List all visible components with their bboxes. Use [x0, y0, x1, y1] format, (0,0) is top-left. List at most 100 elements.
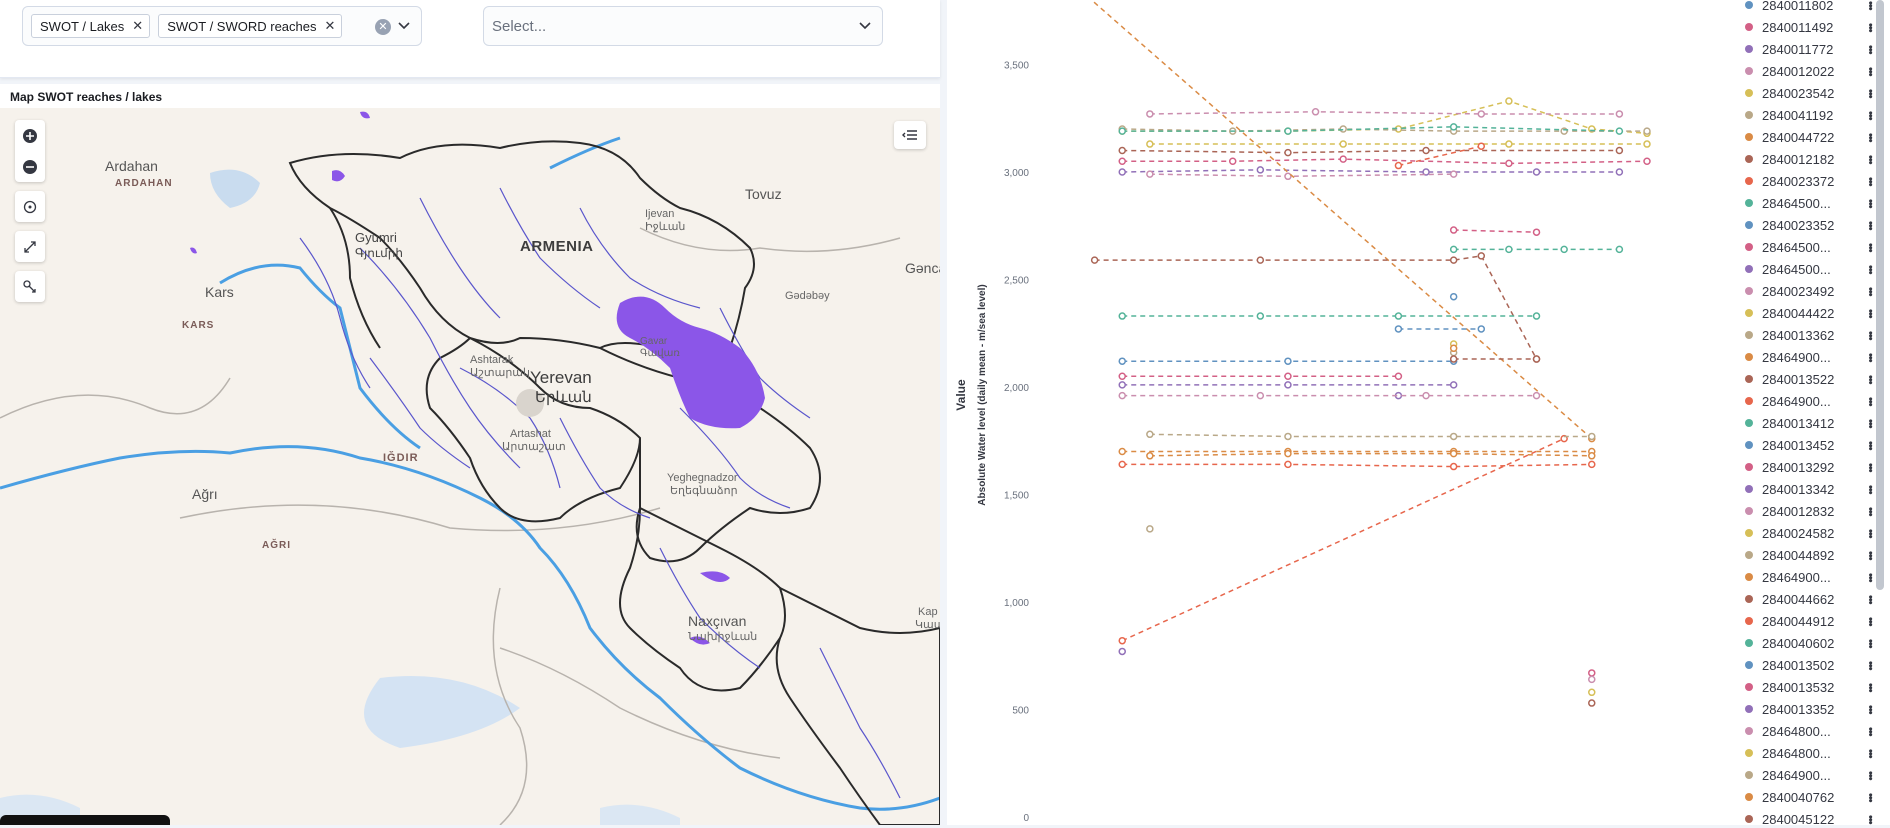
- legend-options-icon[interactable]: •••: [1864, 110, 1876, 120]
- data-point[interactable]: [1146, 525, 1154, 533]
- series-line[interactable]: [1121, 437, 1565, 642]
- legend-item[interactable]: 2840013342 •••: [1744, 480, 1876, 498]
- data-point[interactable]: [1284, 372, 1292, 380]
- legend-item[interactable]: 2840013412 •••: [1744, 414, 1876, 432]
- legend-options-icon[interactable]: •••: [1864, 660, 1876, 670]
- data-point[interactable]: [1118, 146, 1126, 155]
- legend-item[interactable]: 28464900... •••: [1744, 568, 1876, 586]
- data-point[interactable]: [1588, 688, 1596, 697]
- data-point[interactable]: [1505, 245, 1513, 254]
- data-point[interactable]: [1532, 355, 1541, 363]
- data-point[interactable]: [1284, 172, 1292, 181]
- legend-options-icon[interactable]: •••: [1864, 374, 1876, 384]
- legend-item[interactable]: 2840013522 •••: [1744, 370, 1876, 388]
- data-point[interactable]: [1256, 166, 1265, 174]
- data-point[interactable]: [1228, 157, 1237, 165]
- series-line[interactable]: [1122, 158, 1648, 165]
- legend-scrollbar[interactable]: [1876, 0, 1884, 590]
- data-point[interactable]: [1284, 357, 1292, 365]
- legend-options-icon[interactable]: •••: [1864, 616, 1876, 626]
- legend-item[interactable]: 2840013502 •••: [1744, 656, 1876, 674]
- data-point[interactable]: [1311, 108, 1320, 116]
- clear-icon[interactable]: ✕: [375, 19, 391, 35]
- legend-options-icon[interactable]: •••: [1864, 396, 1876, 406]
- data-point[interactable]: [1339, 140, 1347, 148]
- data-point[interactable]: [1449, 462, 1458, 471]
- series-line[interactable]: [1149, 173, 1454, 178]
- data-point[interactable]: [1146, 110, 1154, 118]
- data-point[interactable]: [1394, 372, 1403, 380]
- data-point[interactable]: [1449, 381, 1458, 389]
- data-point[interactable]: [1339, 155, 1347, 163]
- zoom-in-button[interactable]: [15, 120, 45, 151]
- data-point[interactable]: [1284, 449, 1292, 458]
- data-point[interactable]: [1449, 123, 1458, 131]
- legend-item[interactable]: 2840023372 •••: [1744, 172, 1876, 190]
- data-point[interactable]: [1588, 452, 1596, 460]
- legend-item[interactable]: 28464900... •••: [1744, 392, 1876, 410]
- data-point[interactable]: [1615, 245, 1624, 254]
- legend-options-icon[interactable]: •••: [1864, 132, 1876, 142]
- data-point[interactable]: [1615, 146, 1624, 155]
- data-point[interactable]: [1256, 312, 1265, 320]
- legend-item[interactable]: 2840012182 •••: [1744, 150, 1876, 168]
- legend-options-icon[interactable]: •••: [1864, 572, 1876, 582]
- legend-item[interactable]: 2840040762 •••: [1744, 788, 1876, 806]
- data-point[interactable]: [1118, 357, 1126, 365]
- legend-item[interactable]: 2840044722 •••: [1744, 128, 1876, 146]
- fullscreen-button[interactable]: [15, 231, 45, 262]
- series-line[interactable]: [1453, 229, 1537, 233]
- legend-item[interactable]: 2840044662 •••: [1744, 590, 1876, 608]
- series-line[interactable]: [1149, 111, 1620, 115]
- data-point[interactable]: [1449, 355, 1458, 363]
- legend-item[interactable]: 2840011492 •••: [1744, 18, 1876, 36]
- legend-item[interactable]: 2840044912 •••: [1744, 612, 1876, 630]
- data-point[interactable]: [1118, 381, 1126, 389]
- legend-options-icon[interactable]: •••: [1864, 0, 1876, 10]
- legend-options-icon[interactable]: •••: [1864, 286, 1876, 296]
- draw-tools-button[interactable]: [15, 271, 45, 302]
- legend-options-icon[interactable]: •••: [1864, 528, 1876, 538]
- data-point[interactable]: [1118, 168, 1126, 176]
- legend-options-icon[interactable]: •••: [1864, 726, 1876, 736]
- series-line[interactable]: [1067, 0, 1593, 440]
- legend-options-icon[interactable]: •••: [1864, 352, 1876, 362]
- locate-button[interactable]: [15, 191, 45, 222]
- legend-item[interactable]: 2840013292 •••: [1744, 458, 1876, 476]
- series-line[interactable]: [1094, 255, 1538, 360]
- remove-pill-icon[interactable]: ✕: [132, 18, 144, 33]
- legend-options-icon[interactable]: •••: [1864, 594, 1876, 604]
- legend-item[interactable]: 2840013532 •••: [1744, 678, 1876, 696]
- data-point[interactable]: [1449, 256, 1458, 264]
- data-point[interactable]: [1588, 699, 1596, 707]
- data-point[interactable]: [1477, 325, 1486, 333]
- data-point[interactable]: [1643, 127, 1651, 135]
- data-point[interactable]: [1532, 391, 1541, 400]
- legend-item[interactable]: 2840044892 •••: [1744, 546, 1876, 564]
- data-point[interactable]: [1118, 636, 1126, 645]
- series-line[interactable]: [1149, 433, 1592, 438]
- data-point[interactable]: [1449, 226, 1458, 234]
- legend-item[interactable]: 2840041192 •••: [1744, 106, 1876, 124]
- legend-options-icon[interactable]: •••: [1864, 44, 1876, 54]
- legend-options-icon[interactable]: •••: [1864, 66, 1876, 76]
- legend-options-icon[interactable]: •••: [1864, 440, 1876, 450]
- legend-options-icon[interactable]: •••: [1864, 154, 1876, 164]
- data-point[interactable]: [1422, 391, 1430, 400]
- data-point[interactable]: [1256, 391, 1265, 400]
- legend-item[interactable]: 2840013452 •••: [1744, 436, 1876, 454]
- data-point[interactable]: [1588, 460, 1596, 469]
- data-point[interactable]: [1146, 452, 1154, 460]
- chevron-down-icon[interactable]: [858, 19, 872, 33]
- data-point[interactable]: [1588, 432, 1596, 441]
- data-point[interactable]: [1477, 142, 1486, 150]
- remove-pill-icon[interactable]: ✕: [324, 18, 336, 33]
- legend-options-icon[interactable]: •••: [1864, 484, 1876, 494]
- data-point[interactable]: [1146, 170, 1154, 178]
- legend-item[interactable]: 2840012022 •••: [1744, 62, 1876, 80]
- legend-item[interactable]: 2840011772 •••: [1744, 40, 1876, 58]
- data-point[interactable]: [1284, 381, 1292, 389]
- legend-options-icon[interactable]: •••: [1864, 506, 1876, 516]
- legend-item[interactable]: 28464800... •••: [1744, 744, 1876, 762]
- data-point[interactable]: [1118, 447, 1126, 456]
